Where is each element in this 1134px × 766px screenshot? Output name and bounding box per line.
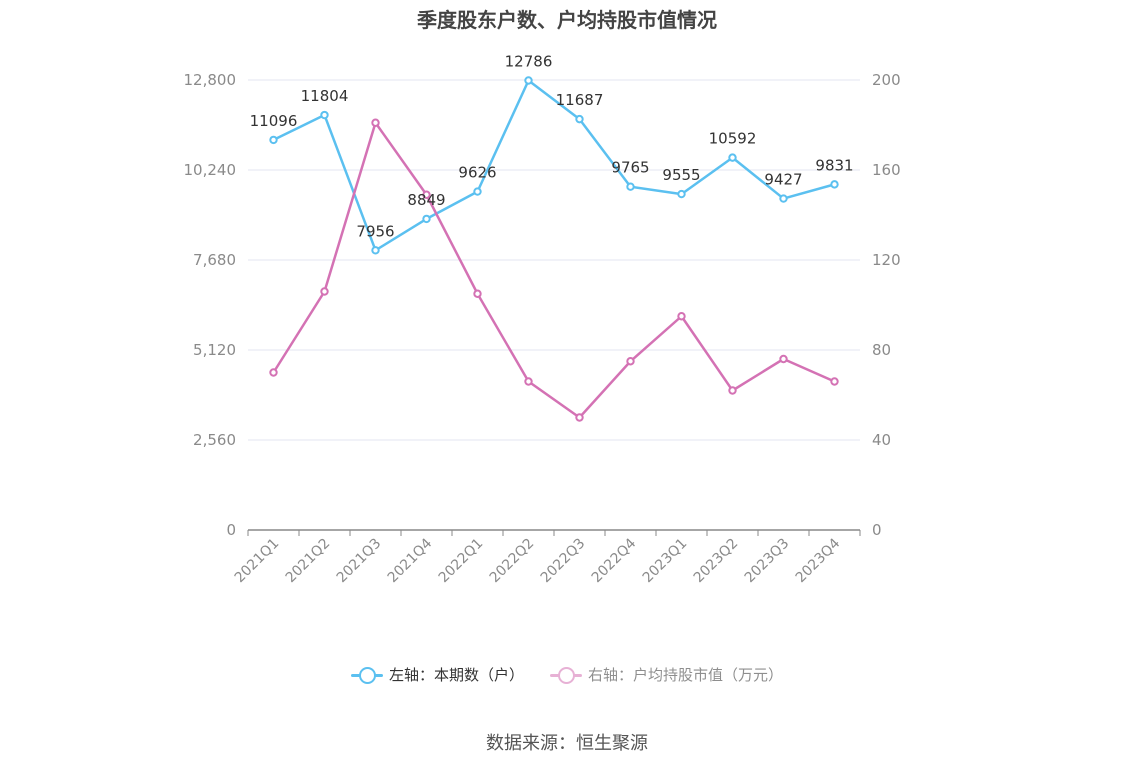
data-point-avg-holding-value xyxy=(320,287,329,296)
data-point-avg-holding-value xyxy=(524,377,533,386)
data-point-avg-holding-value xyxy=(626,357,635,366)
data-point-avg-holding-value xyxy=(830,377,839,386)
data-label: 7956 xyxy=(356,222,394,240)
x-axis-tick-label: 2023Q2 xyxy=(691,536,742,587)
data-label: 11096 xyxy=(250,112,298,130)
data-point-households xyxy=(779,194,788,203)
data-point-households xyxy=(371,246,380,255)
right-axis-tick-label: 80 xyxy=(872,341,891,359)
data-point-avg-holding-value xyxy=(269,368,278,377)
data-point-households xyxy=(320,110,329,120)
legend-item-avg-holding-value[interactable]: 右轴：户均持股市值（万元） xyxy=(550,664,783,685)
data-label: 9427 xyxy=(764,171,802,189)
x-axis-tick-label: 2021Q4 xyxy=(385,535,436,586)
legend-item-households[interactable]: 左轴：本期数（户） xyxy=(350,664,524,685)
right-axis-tick-label: 200 xyxy=(872,71,901,89)
data-label: 9765 xyxy=(611,159,649,177)
legend-label-avg-holding-value: 右轴：户均持股市值（万元） xyxy=(588,666,784,684)
x-axis-tick-label: 2022Q1 xyxy=(436,536,487,587)
data-point-households xyxy=(677,189,686,199)
data-point-households xyxy=(422,214,431,224)
data-source: 数据来源：恒生聚源 xyxy=(486,733,648,754)
data-point-avg-holding-value xyxy=(779,354,788,364)
data-label: 11804 xyxy=(301,87,349,105)
right-axis-tick-label: 40 xyxy=(872,431,891,449)
data-point-households xyxy=(524,76,533,85)
data-label: 8849 xyxy=(407,191,445,209)
series-line-avg-holding-value xyxy=(272,121,836,419)
left-axis-tick-label: 12,800 xyxy=(184,71,237,89)
x-axis-tick-label: 2022Q4 xyxy=(589,535,640,586)
x-axis-tick-label: 2021Q1 xyxy=(232,536,283,587)
x-axis-tick-label: 2023Q4 xyxy=(793,535,844,586)
chart-title: 季度股东户数、户均持股市值情况 xyxy=(417,8,717,32)
left-axis-tick-label: 7,680 xyxy=(193,251,236,269)
right-axis-tick-label: 160 xyxy=(872,161,901,179)
data-label: 11687 xyxy=(556,91,604,109)
data-label: 10592 xyxy=(709,130,757,148)
data-point-households xyxy=(473,187,482,196)
series-line-households xyxy=(272,79,835,252)
left-axis-tick-label: 10,240 xyxy=(184,161,237,179)
data-label: 9831 xyxy=(815,156,853,174)
right-axis-tick-label: 0 xyxy=(872,521,882,539)
data-point-households xyxy=(575,114,584,124)
x-axis-tick-label: 2023Q1 xyxy=(640,536,691,587)
x-axis-tick-label: 2022Q2 xyxy=(487,536,538,587)
legend-marker-avg-holding-value-icon xyxy=(550,666,582,684)
left-axis-tick-label: 2,560 xyxy=(193,431,236,449)
data-label: 9555 xyxy=(662,166,700,184)
data-point-households xyxy=(269,135,278,145)
right-axis-tick-label: 120 xyxy=(872,251,901,269)
data-label: 12786 xyxy=(505,52,553,70)
data-point-households xyxy=(830,180,839,189)
data-point-avg-holding-value xyxy=(371,118,380,127)
left-axis-tick-label: 5,120 xyxy=(193,341,236,359)
chart-legend: 左轴：本期数（户） 右轴：户均持股市值（万元） xyxy=(0,664,1134,685)
x-axis-tick-label: 2021Q3 xyxy=(334,536,385,587)
data-label: 9626 xyxy=(458,164,496,182)
x-axis-tick-label: 2022Q3 xyxy=(538,536,589,587)
x-axis-tick-label: 2023Q3 xyxy=(742,536,793,587)
legend-label-households: 左轴：本期数（户） xyxy=(388,666,524,684)
data-point-avg-holding-value xyxy=(728,386,737,395)
data-point-avg-holding-value xyxy=(575,413,584,422)
data-point-avg-holding-value xyxy=(473,289,482,298)
data-point-avg-holding-value xyxy=(422,190,431,199)
data-point-households xyxy=(728,153,737,162)
data-point-households xyxy=(626,182,635,191)
left-axis-tick-label: 0 xyxy=(226,521,236,539)
data-point-avg-holding-value xyxy=(677,312,686,321)
legend-marker-households-icon xyxy=(350,666,383,684)
x-axis-tick-label: 2021Q2 xyxy=(283,536,334,587)
